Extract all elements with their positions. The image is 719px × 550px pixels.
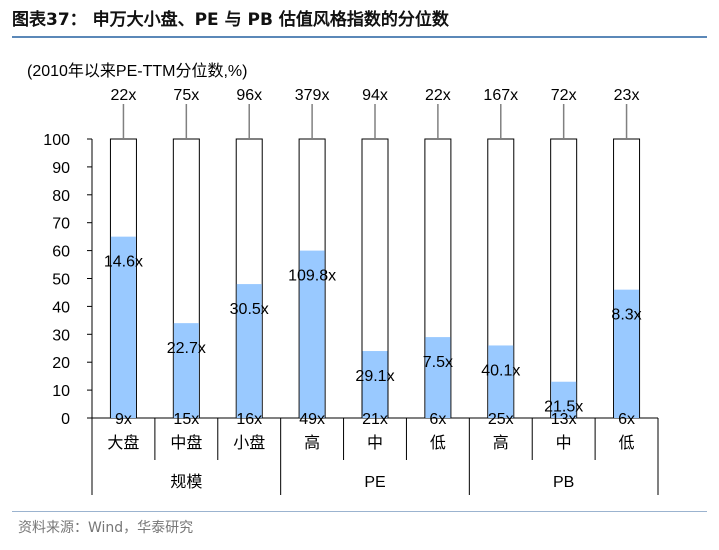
x-category-label: 高 xyxy=(304,434,320,452)
current-label: 7.5x xyxy=(423,354,453,371)
current-label: 29.1x xyxy=(355,368,394,385)
y-tick-label: 50 xyxy=(52,272,70,289)
current-label: 30.5x xyxy=(230,301,269,318)
x-category-label: 大盘 xyxy=(107,433,139,452)
y-tick-label: 60 xyxy=(52,244,70,261)
x-category-label: 低 xyxy=(430,434,446,452)
max-label: 94x xyxy=(362,87,388,104)
max-label: 75x xyxy=(173,87,199,104)
y-tick-label: 80 xyxy=(52,188,70,205)
bar xyxy=(362,351,388,418)
bar-frame xyxy=(550,138,578,419)
min-label: 16x xyxy=(236,411,262,428)
figure-title: 图表37： 申万大小盘、PE 与 PB 估值风格指数的分位数 xyxy=(12,10,449,30)
bar xyxy=(236,284,262,418)
source-note: 资料来源：Wind，华泰研究 xyxy=(18,520,194,536)
x-group-label: PB xyxy=(553,474,574,491)
current-label: 21.5x xyxy=(544,399,583,416)
min-label: 25x xyxy=(488,411,514,428)
max-label: 22x xyxy=(425,87,451,104)
source-divider xyxy=(12,511,707,512)
current-label: 22.7x xyxy=(167,340,206,357)
max-label: 72x xyxy=(551,87,577,104)
bar xyxy=(425,337,451,418)
x-category-label: 中盘 xyxy=(170,433,202,452)
y-tick-label: 30 xyxy=(52,327,70,344)
bar xyxy=(551,381,577,418)
current-label: 14.6x xyxy=(104,254,143,271)
min-label: 15x xyxy=(173,411,199,428)
y-tick-label: 0 xyxy=(61,411,70,428)
max-label: 379x xyxy=(295,87,330,104)
y-tick-label: 10 xyxy=(52,383,70,400)
min-label: 13x xyxy=(551,411,577,428)
min-label: 21x xyxy=(362,411,388,428)
min-label: 9x xyxy=(115,411,132,428)
current-label: 109.8x xyxy=(288,268,336,285)
bar xyxy=(173,323,199,418)
x-group-label: PE xyxy=(364,474,385,491)
min-label: 6x xyxy=(429,411,446,428)
title-divider xyxy=(12,36,707,38)
x-category-label: 小盘 xyxy=(233,433,265,452)
x-category-label: 中 xyxy=(556,434,572,452)
x-category-label: 高 xyxy=(493,434,509,452)
bar xyxy=(110,236,136,418)
max-label: 23x xyxy=(614,87,640,104)
x-group-label: 规模 xyxy=(170,473,202,491)
y-tick-label: 100 xyxy=(43,132,70,149)
bar xyxy=(299,250,325,418)
x-category-label: 低 xyxy=(619,434,635,452)
figure-title-block: 图表37： 申万大小盘、PE 与 PB 估值风格指数的分位数 xyxy=(12,6,707,36)
min-label: 49x xyxy=(299,411,325,428)
x-category-label: 中 xyxy=(367,434,383,452)
max-label: 22x xyxy=(111,87,137,104)
max-label: 167x xyxy=(483,87,518,104)
y-tick-label: 20 xyxy=(52,355,70,372)
current-label: 8.3x xyxy=(611,307,641,324)
chart-subtitle: (2010年以来PE-TTM分位数,%) xyxy=(27,62,247,80)
bar xyxy=(614,289,640,418)
y-tick-label: 70 xyxy=(52,216,70,233)
y-tick-label: 40 xyxy=(52,299,70,316)
min-label: 6x xyxy=(618,411,635,428)
y-tick-label: 90 xyxy=(52,160,70,177)
max-label: 96x xyxy=(236,87,262,104)
current-label: 40.1x xyxy=(481,362,520,379)
bar xyxy=(488,345,514,418)
